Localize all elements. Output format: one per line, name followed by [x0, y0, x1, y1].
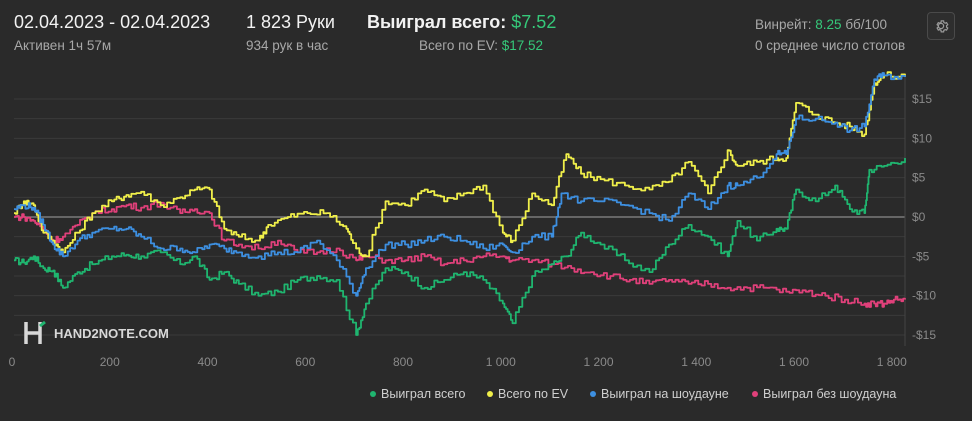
gear-icon	[936, 20, 949, 33]
y-tick-label: -$15	[912, 328, 936, 342]
legend-label-won-total: Выиграл всего	[381, 387, 466, 401]
legend-showdown[interactable]: Выиграл на шоудауне	[590, 387, 729, 403]
ev-total-value: $17.52	[501, 38, 544, 53]
legend-dot-non-showdown	[752, 391, 758, 397]
winrate: Винрейт: 8.25 бб/100	[755, 17, 887, 32]
hands-per-hour: 934 рук в час	[246, 38, 329, 53]
logo-text: HAND2NOTE.COM	[54, 326, 169, 341]
legend-dot-ev	[487, 391, 493, 397]
winrate-unit: бб/100	[845, 17, 888, 32]
y-tick-label: -$5	[912, 249, 930, 263]
x-tick-label: 0	[9, 355, 16, 369]
y-tick-label: $0	[912, 210, 926, 224]
legend-dot-won-total	[370, 391, 376, 397]
x-tick-label: 400	[197, 355, 217, 369]
chart-grid	[14, 76, 906, 346]
x-tick-label: 1 000	[486, 355, 516, 369]
y-tick-label: -$10	[912, 289, 936, 303]
legend-label-ev: Всего по EV	[498, 387, 569, 401]
won-total-value: $7.52	[511, 12, 557, 32]
hands-count: 1 823 Руки	[246, 12, 335, 32]
active-time: Активен 1ч 57м	[14, 38, 112, 53]
legend-non-showdown[interactable]: Выиграл без шоудауна	[752, 387, 896, 403]
y-tick-label: $15	[912, 92, 932, 106]
y-axis-ticks: $15 $10 $5 $0 -$5 -$10 -$15	[912, 92, 936, 342]
x-tick-label: 1 400	[681, 355, 711, 369]
ev-total-label: Всего по EV:	[419, 38, 498, 53]
won-total: Выиграл всего: $7.52	[367, 12, 556, 33]
x-tick-label: 800	[393, 355, 413, 369]
hand2note-logo: HAND2NOTE.COM	[24, 320, 169, 344]
ev-total: Всего по EV: $17.52	[419, 38, 543, 53]
settings-button[interactable]	[927, 12, 955, 40]
won-total-label: Выиграл всего:	[367, 12, 507, 32]
y-tick-label: $10	[912, 131, 932, 145]
legend-dot-showdown	[590, 391, 596, 397]
series-line-0	[14, 158, 906, 336]
legend-label-non-showdown: Выиграл без шоудауна	[763, 387, 897, 401]
legend-ev[interactable]: Всего по EV	[487, 387, 568, 403]
avg-tables: 0 среднее число столов	[755, 38, 906, 53]
y-tick-label: $5	[912, 171, 926, 185]
chart-lines	[14, 71, 906, 336]
x-tick-label: 200	[100, 355, 120, 369]
x-axis-ticks: 0 200 400 600 800 1 000 1 200 1 400 1 600 1 800	[9, 355, 907, 369]
x-tick-label: 1 200	[583, 355, 613, 369]
winrate-value: 8.25	[815, 17, 842, 32]
series-line-3	[14, 200, 906, 308]
logo-mark-icon	[24, 320, 46, 344]
series-line-2	[14, 72, 906, 297]
legend-won-total[interactable]: Выиграл всего	[370, 387, 465, 403]
winrate-label: Винрейт:	[755, 17, 812, 32]
header: 02.04.2023 - 02.04.2023 Активен 1ч 57м 1…	[0, 0, 972, 60]
x-tick-label: 1 600	[779, 355, 809, 369]
legend-label-showdown: Выиграл на шоудауне	[601, 387, 729, 401]
x-tick-label: 600	[295, 355, 315, 369]
date-range[interactable]: 02.04.2023 - 02.04.2023	[14, 12, 211, 32]
x-tick-label: 1 800	[877, 355, 907, 369]
